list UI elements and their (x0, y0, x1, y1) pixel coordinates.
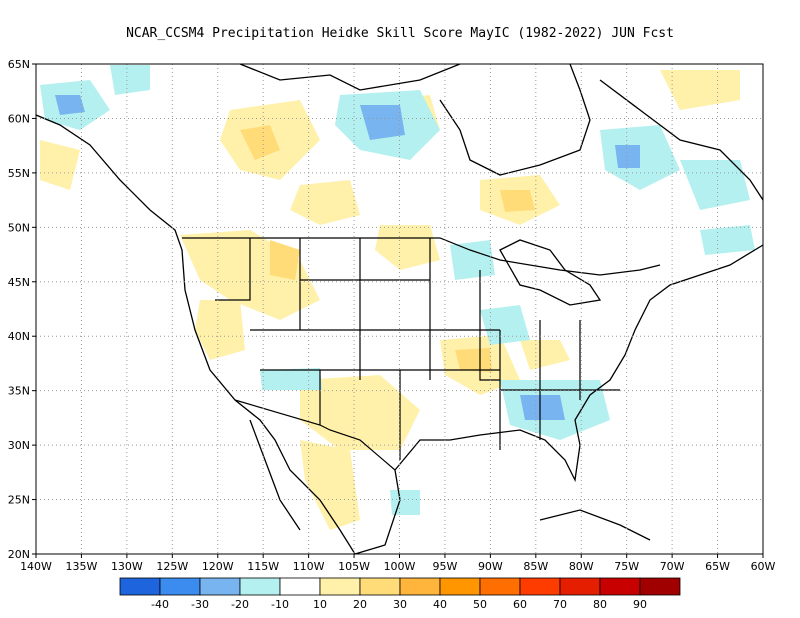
shade-patch (260, 368, 322, 390)
lon-tick-label: 105W (338, 560, 370, 573)
lon-tick-label: 75W (614, 560, 639, 573)
shade-patch (110, 65, 150, 95)
lat-tick-label: 60N (8, 112, 30, 125)
shade-patch (375, 225, 440, 270)
longitude-labels: 140W 135W 130W 125W 120W 115W 110W 105W 100W 95W 9… (20, 554, 776, 573)
lon-tick-label: 65W (705, 560, 730, 573)
color-bar-swatch (639, 577, 681, 596)
map-grid (36, 64, 763, 554)
color-bar-swatch (599, 577, 641, 596)
great-lakes (499, 239, 602, 306)
lon-tick-label: 95W (433, 560, 458, 573)
lon-tick-label: 135W (66, 560, 98, 573)
shade-patch (300, 440, 360, 530)
lon-tick-label: 70W (660, 560, 685, 573)
lat-tick-label: 55N (8, 167, 30, 180)
color-bar-swatch (279, 577, 321, 596)
us-mexico-border (234, 399, 396, 471)
lon-tick-label: 90W (478, 560, 503, 573)
lat-tick-label: 40N (8, 330, 30, 343)
lon-tick-label: 85W (523, 560, 548, 573)
color-bar-label: 70 (553, 598, 567, 611)
lon-tick-label: 115W (247, 560, 279, 573)
shade-patch (455, 348, 492, 372)
lat-tick-label: 30N (8, 439, 30, 452)
lon-tick-label: 100W (384, 560, 416, 573)
lon-tick-label: 125W (156, 560, 188, 573)
shade-patch (520, 340, 570, 370)
color-bar-label: 10 (313, 598, 327, 611)
color-bar-swatch (199, 577, 241, 596)
color-bar-label: 20 (353, 598, 367, 611)
hudson-bay (439, 64, 591, 176)
skill-shading (40, 65, 755, 530)
lat-tick-label: 50N (8, 221, 30, 234)
color-bar: -40 -30 -20 -10 10 20 30 40 50 60 70 80 90 (119, 577, 681, 611)
color-bar-swatch (359, 577, 401, 596)
shade-patch (300, 375, 420, 450)
color-bar-label: 40 (433, 598, 447, 611)
lon-tick-label: 80W (569, 560, 594, 573)
lat-tick-label: 45N (8, 276, 30, 289)
lon-tick-label: 110W (293, 560, 325, 573)
shade-patch (700, 225, 755, 255)
chart-title: NCAR_CCSM4 Precipitation Heidke Skill Sc… (126, 26, 674, 41)
shade-patch (240, 125, 280, 160)
shade-patch (660, 70, 740, 110)
baja-peninsula (249, 419, 301, 531)
color-bar-swatch (399, 577, 441, 596)
shade-patch (615, 145, 640, 168)
color-bar-label: -30 (191, 598, 209, 611)
shade-patch (500, 190, 535, 212)
lat-tick-label: 35N (8, 385, 30, 398)
lon-tick-label: 140W (20, 560, 52, 573)
color-bar-label: -10 (271, 598, 289, 611)
lat-tick-label: 20N (8, 548, 30, 561)
shade-patch (360, 105, 405, 140)
shade-patch (290, 180, 360, 225)
color-bar-label: 80 (593, 598, 607, 611)
shade-patch (480, 305, 530, 345)
lon-tick-label: 120W (202, 560, 234, 573)
color-bar-label: 50 (473, 598, 487, 611)
color-bar-swatch (479, 577, 521, 596)
shade-patch (390, 490, 420, 515)
shade-patch (195, 300, 245, 360)
color-bar-swatch (239, 577, 281, 596)
coastlines (36, 64, 763, 554)
color-bar-label: -40 (151, 598, 169, 611)
pacific-coastline (36, 114, 356, 554)
arctic-islands (239, 64, 461, 91)
color-bar-label: 60 (513, 598, 527, 611)
color-bar-label: -20 (231, 598, 249, 611)
color-bar-swatch (159, 577, 201, 596)
color-bar-label: 30 (393, 598, 407, 611)
lat-tick-label: 25N (8, 494, 30, 507)
state-lines (215, 238, 620, 460)
gulf-coastline (354, 244, 763, 554)
color-bar-swatch (439, 577, 481, 596)
color-bar-swatch (559, 577, 601, 596)
color-bar-swatch (519, 577, 561, 596)
labrador (599, 79, 763, 201)
lon-tick-label: 60W (751, 560, 776, 573)
color-bar-swatch (119, 577, 161, 596)
shade-patch (450, 240, 495, 280)
shade-patch (40, 140, 80, 190)
color-bar-swatch (319, 577, 361, 596)
shade-patch (270, 240, 300, 280)
shade-patch (680, 160, 750, 210)
cuba (539, 509, 651, 541)
latitude-labels: 65N 60N 55N 50N 45N 40N 35N 30N 25N 20N (8, 58, 36, 561)
shade-patch (520, 395, 565, 420)
lat-tick-label: 65N (8, 58, 30, 71)
lon-tick-label: 130W (111, 560, 143, 573)
color-bar-label: 90 (633, 598, 647, 611)
shade-patch (55, 95, 85, 115)
